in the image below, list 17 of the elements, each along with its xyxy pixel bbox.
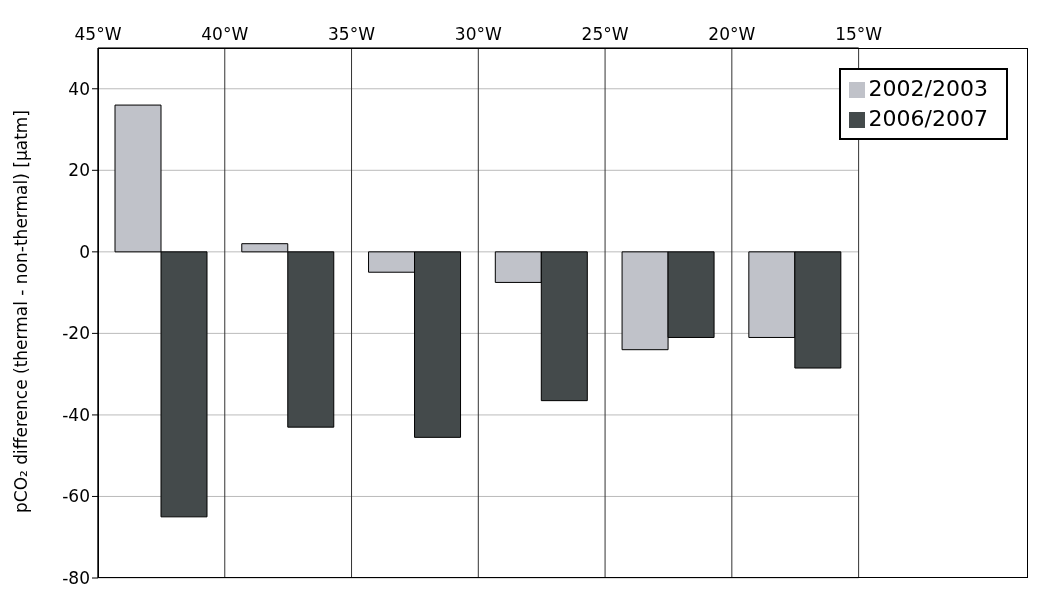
y-tick-label: -80: [62, 568, 90, 589]
x-tick-label: 45°W: [74, 24, 122, 44]
x-tick-label: 25°W: [581, 24, 629, 44]
x-tick-label: 20°W: [708, 24, 756, 44]
x-tick-label: 30°W: [454, 24, 502, 44]
y-tick-label: 40: [68, 78, 90, 99]
y-axis-title: pCO₂ difference (thermal - non-thermal) [µatm]: [11, 109, 32, 513]
y-tick-label: 0: [79, 241, 90, 262]
y-tick-label: -40: [62, 404, 90, 425]
legend-label: 2002/2003: [868, 76, 988, 101]
y-tick-label: 20: [68, 160, 90, 181]
y-tick-label: -60: [62, 486, 90, 507]
x-tick-label: 15°W: [835, 24, 883, 44]
y-tick-label: -20: [62, 323, 90, 344]
x-tick-label: 35°W: [328, 24, 376, 44]
x-tick-label: 40°W: [201, 24, 249, 44]
legend-label: 2006/2007: [868, 106, 988, 131]
